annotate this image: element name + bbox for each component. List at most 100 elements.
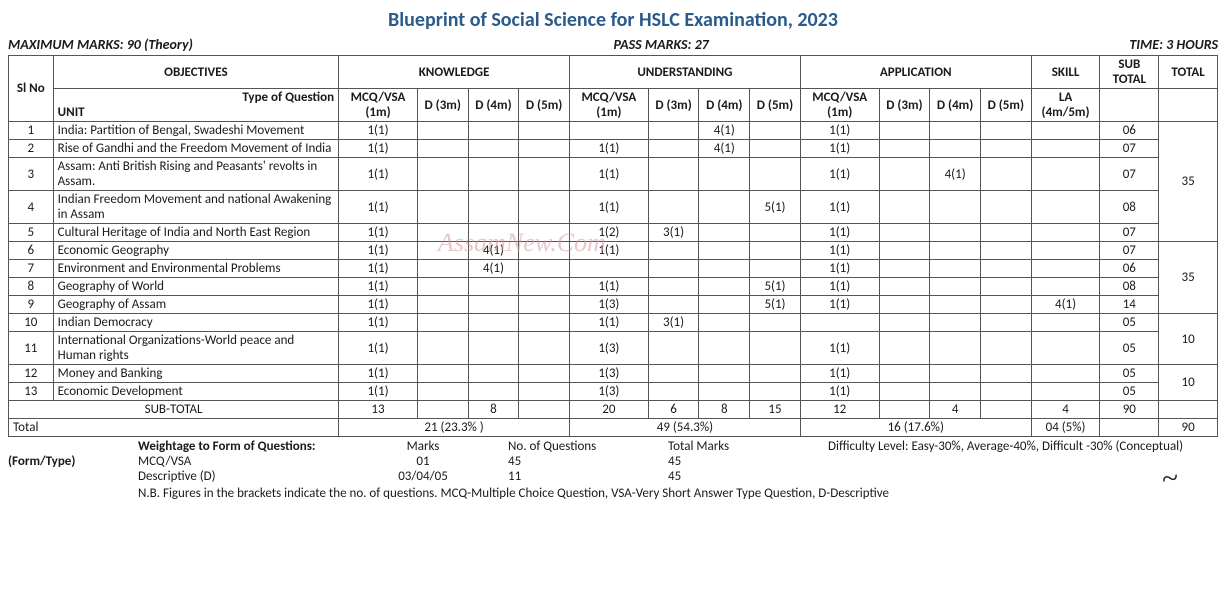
cell-skill bbox=[1031, 278, 1100, 296]
cell-u_d4 bbox=[699, 278, 750, 296]
table-row: 7Environment and Environmental Problems1… bbox=[9, 260, 1218, 278]
cell-a_d5 bbox=[980, 260, 1031, 278]
cell-a_d5 bbox=[980, 140, 1031, 158]
cell-skill bbox=[1031, 242, 1100, 260]
cell-k_mcq: 1(1) bbox=[339, 122, 418, 140]
cell-u_mcq: 1(3) bbox=[569, 365, 648, 383]
cell-u_d3 bbox=[648, 158, 699, 191]
cell-u_d4 bbox=[699, 260, 750, 278]
a-mcq: MCQ/VSA (1m) bbox=[800, 89, 879, 122]
cell-sl: 3 bbox=[9, 158, 54, 191]
cell-k_mcq: 1(1) bbox=[339, 278, 418, 296]
cell-unit: Environment and Environmental Problems bbox=[53, 260, 339, 278]
r1-total: 45 bbox=[668, 454, 828, 469]
cell-k_d4 bbox=[468, 224, 519, 242]
cell-skill bbox=[1031, 260, 1100, 278]
cell-u_mcq: 1(3) bbox=[569, 332, 648, 365]
cell-k_d3 bbox=[417, 242, 468, 260]
cell-a_d3 bbox=[879, 332, 930, 365]
cell-a_d5 bbox=[980, 314, 1031, 332]
table-row: 3Assam: Anti British Rising and Peasants… bbox=[9, 158, 1218, 191]
cell-u_d3 bbox=[648, 365, 699, 383]
cell-a_mcq: 1(1) bbox=[800, 260, 879, 278]
cell-k_d4 bbox=[468, 332, 519, 365]
cell-unit: Geography of World bbox=[53, 278, 339, 296]
cell-k_d5 bbox=[519, 158, 570, 191]
group-total: 10 bbox=[1159, 314, 1218, 365]
cell-a_mcq: 1(1) bbox=[800, 158, 879, 191]
cell-sub: 05 bbox=[1100, 314, 1159, 332]
cell-u_mcq: 1(3) bbox=[569, 383, 648, 401]
cell-a_d5 bbox=[980, 122, 1031, 140]
cell-k_d4 bbox=[468, 365, 519, 383]
cell-u_d3 bbox=[648, 278, 699, 296]
cell-u_d3: 3(1) bbox=[648, 224, 699, 242]
cell-a_d3 bbox=[879, 278, 930, 296]
unit-label: UNIT bbox=[58, 105, 335, 120]
col-objectives: OBJECTIVES bbox=[53, 56, 339, 89]
cell-k_mcq: 1(1) bbox=[339, 260, 418, 278]
cell-sub: 07 bbox=[1100, 242, 1159, 260]
cell-k_d3 bbox=[417, 332, 468, 365]
cell-u_d3 bbox=[648, 332, 699, 365]
cell-u_d5 bbox=[750, 242, 801, 260]
cell-sub: 06 bbox=[1100, 260, 1159, 278]
cell-u_d5 bbox=[750, 332, 801, 365]
pass-marks: PASS MARKS: 27 bbox=[614, 36, 709, 53]
cell-a_d5 bbox=[980, 224, 1031, 242]
blueprint-table: Sl No OBJECTIVES KNOWLEDGE UNDERSTANDING… bbox=[8, 55, 1218, 437]
max-marks: MAXIMUM MARKS: 90 (Theory) bbox=[8, 36, 193, 53]
cell-u_d4 bbox=[699, 224, 750, 242]
cell-a_d4 bbox=[930, 260, 981, 278]
cell-a_d4 bbox=[930, 314, 981, 332]
cell-k_d3 bbox=[417, 224, 468, 242]
cell-unit: Economic Development bbox=[53, 383, 339, 401]
cell-u_d4 bbox=[699, 365, 750, 383]
cell-sl: 6 bbox=[9, 242, 54, 260]
weightage-label: Weightage to Form of Questions: bbox=[138, 439, 316, 454]
subtotal-k_mcq: 13 bbox=[339, 401, 418, 419]
cell-k_d3 bbox=[417, 365, 468, 383]
u-d4: D (4m) bbox=[699, 89, 750, 122]
cell-k_d5 bbox=[519, 224, 570, 242]
cell-a_mcq: 1(1) bbox=[800, 332, 879, 365]
typeq-label: Type of Question bbox=[58, 90, 335, 105]
cell-a_d4 bbox=[930, 140, 981, 158]
cell-k_d4 bbox=[468, 122, 519, 140]
cell-k_mcq: 1(1) bbox=[339, 314, 418, 332]
total-label: Total bbox=[9, 419, 339, 437]
cell-k_d5 bbox=[519, 314, 570, 332]
group-total: 35 bbox=[1159, 122, 1218, 242]
total-knowledge: 21 (23.3% ) bbox=[339, 419, 570, 437]
cell-u_d5: 5(1) bbox=[750, 296, 801, 314]
cell-u_d5 bbox=[750, 314, 801, 332]
subtotal-k_d5 bbox=[519, 401, 570, 419]
cell-sub: 05 bbox=[1100, 383, 1159, 401]
cell-a_mcq: 1(1) bbox=[800, 278, 879, 296]
r2-type: Descriptive (D) bbox=[138, 469, 338, 484]
cell-k_d3 bbox=[417, 122, 468, 140]
subtotal-row: SUB-TOTAL138206815124490 bbox=[9, 401, 1218, 419]
col-knowledge: KNOWLEDGE bbox=[339, 56, 570, 89]
cell-u_d5 bbox=[750, 122, 801, 140]
cell-k_d3 bbox=[417, 191, 468, 224]
cell-skill bbox=[1031, 140, 1100, 158]
table-row: 5Cultural Heritage of India and North Ea… bbox=[9, 224, 1218, 242]
total-application: 16 (17.6%) bbox=[800, 419, 1031, 437]
cell-u_mcq: 1(1) bbox=[569, 278, 648, 296]
cell-u_d3 bbox=[648, 140, 699, 158]
cell-a_mcq: 1(1) bbox=[800, 296, 879, 314]
group-total: 10 bbox=[1159, 365, 1218, 401]
col-subtotal: SUB TOTAL bbox=[1100, 56, 1159, 89]
cell-k_d4 bbox=[468, 278, 519, 296]
k-d4: D (4m) bbox=[468, 89, 519, 122]
subtotal-a_d4: 4 bbox=[930, 401, 981, 419]
cell-u_mcq: 1(2) bbox=[569, 224, 648, 242]
cell-a_d4: 4(1) bbox=[930, 158, 981, 191]
subtotal-k_d3 bbox=[417, 401, 468, 419]
header-info-line: MAXIMUM MARKS: 90 (Theory) PASS MARKS: 2… bbox=[8, 36, 1218, 53]
col-noq-label: No. of Questions bbox=[508, 439, 668, 454]
col-total-label: Total Marks bbox=[668, 439, 828, 454]
cell-u_d4 bbox=[699, 383, 750, 401]
cell-a_d4 bbox=[930, 224, 981, 242]
